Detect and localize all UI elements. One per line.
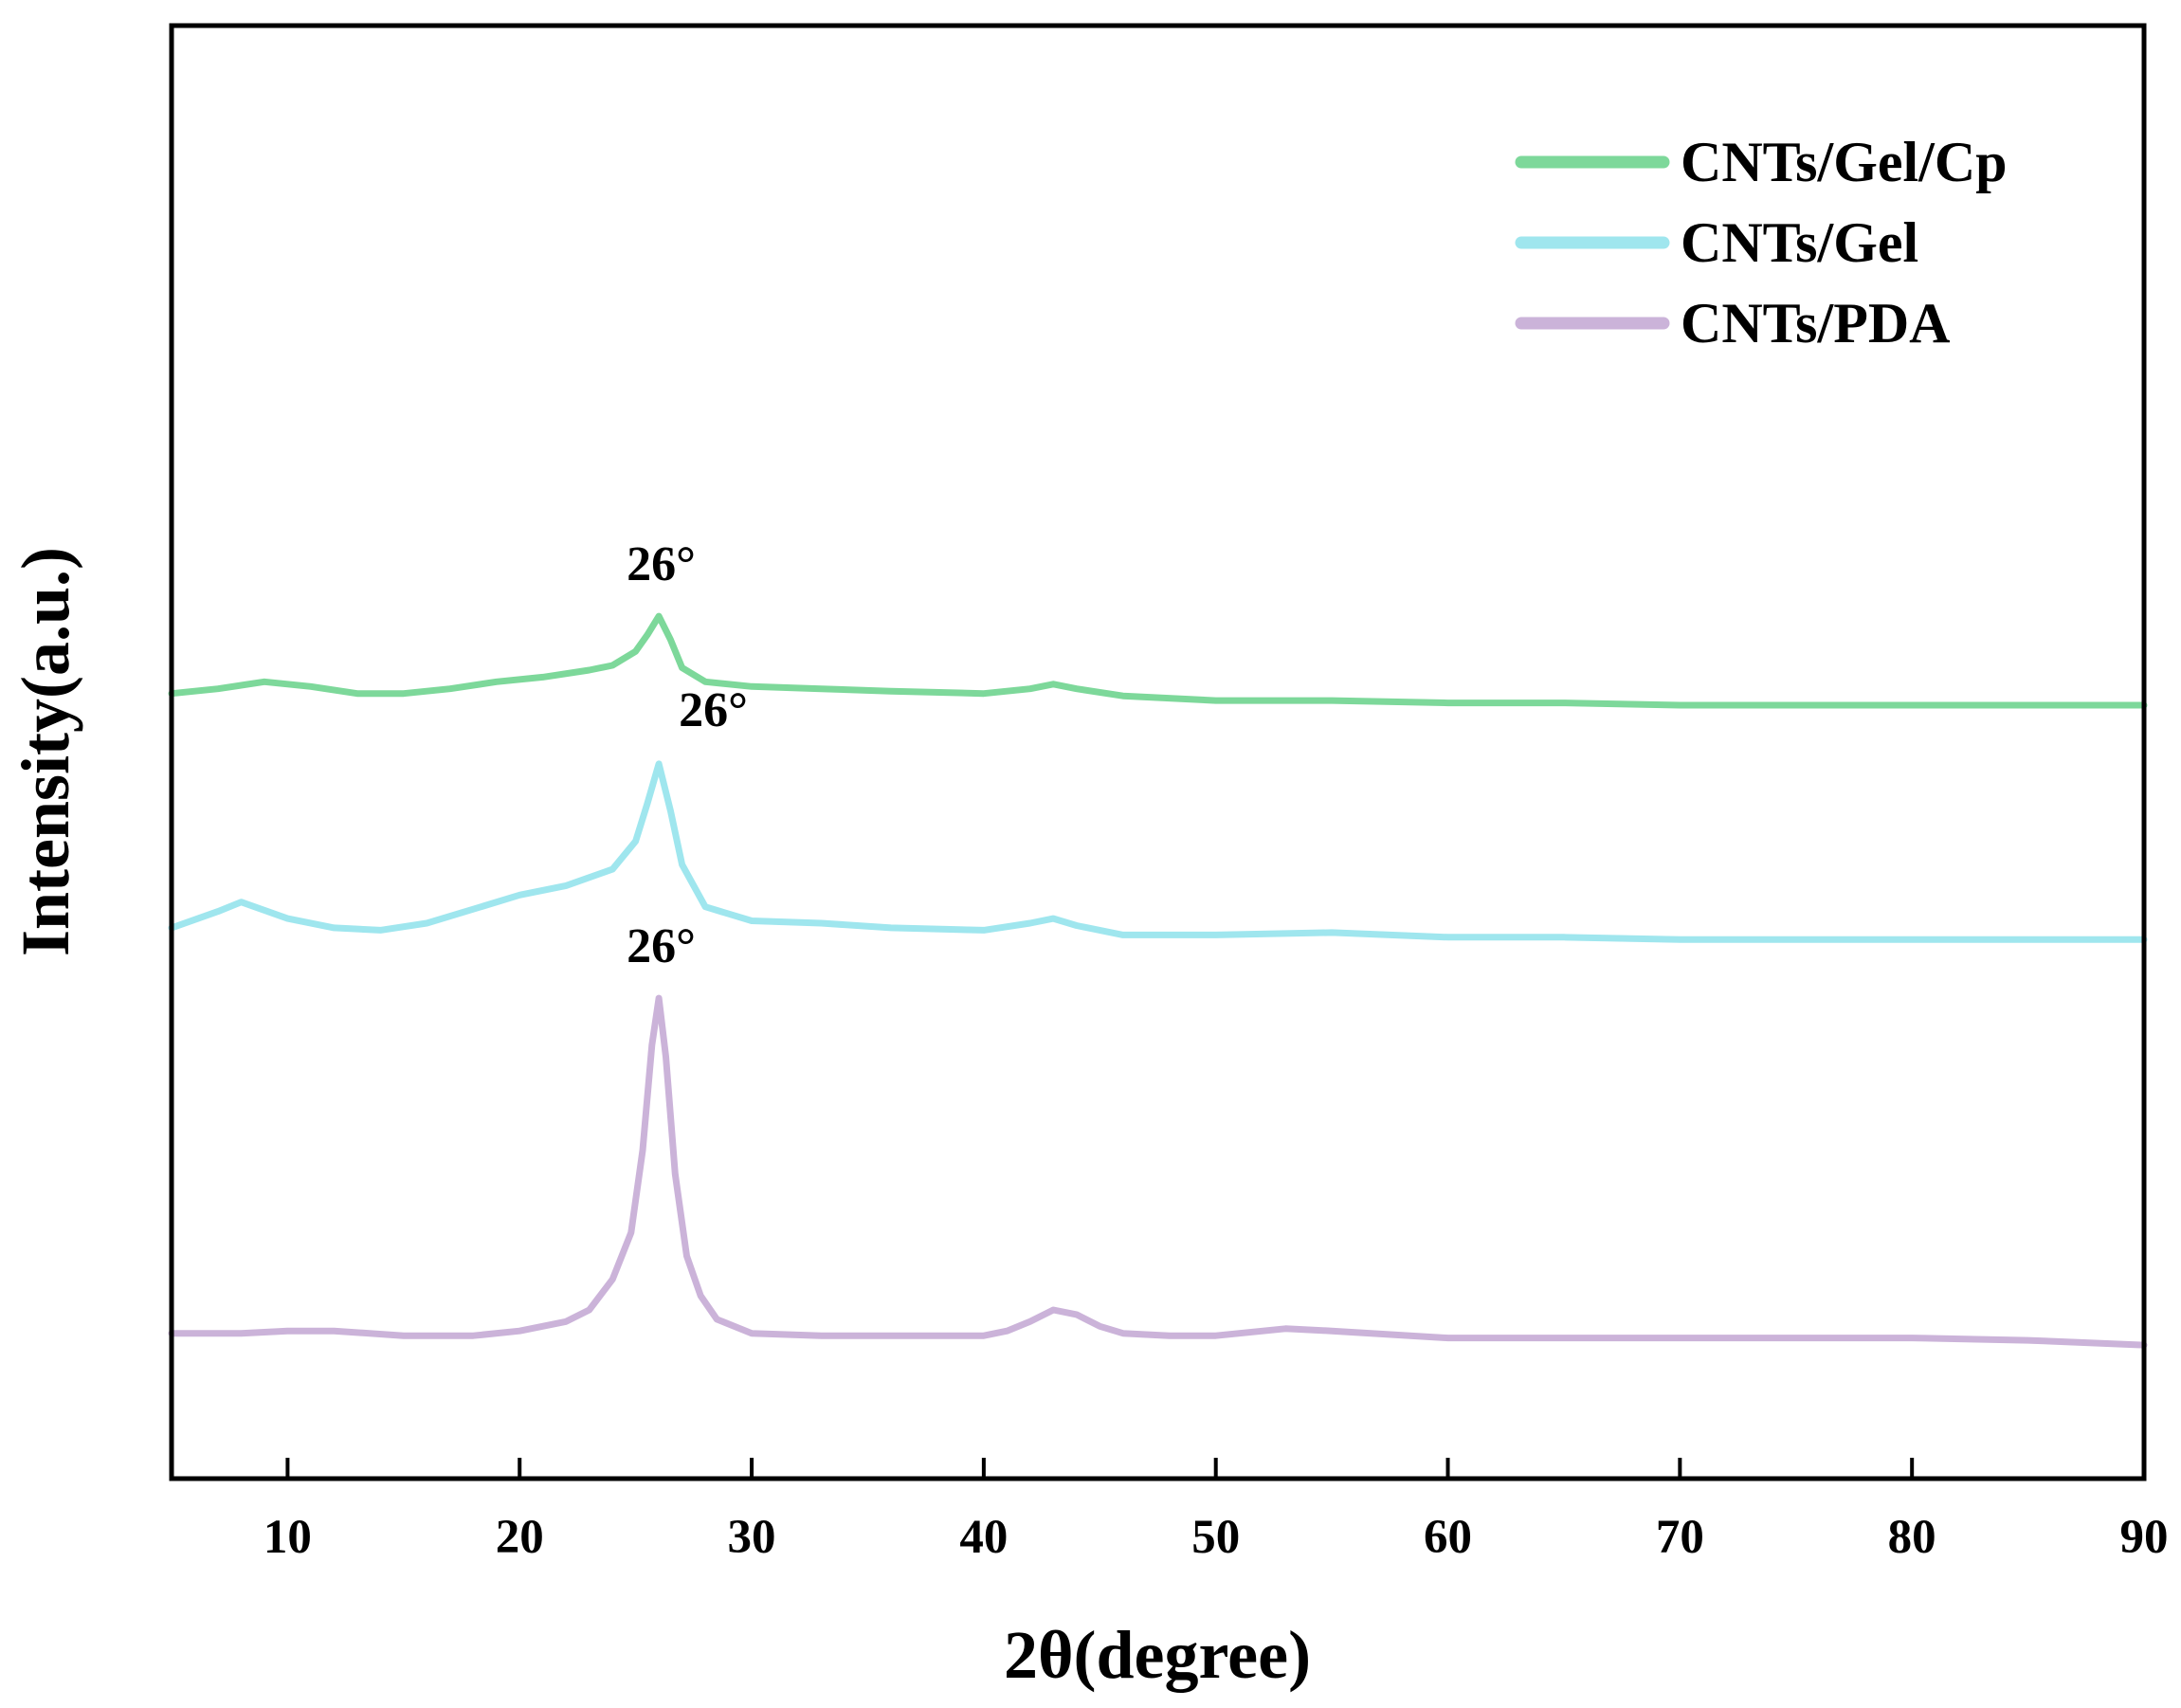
x-tick-label: 70	[1656, 1511, 1704, 1564]
x-tick-label: 50	[1191, 1511, 1240, 1564]
x-tick-label: 10	[264, 1511, 312, 1564]
x-axis-label: 2θ(degree)	[1004, 1617, 1311, 1693]
peak-annotation: 26°	[627, 919, 696, 973]
peak-annotation: 26°	[679, 683, 748, 737]
peak-annotation: 26°	[627, 537, 696, 591]
y-axis-label: Intensity(a.u.)	[8, 547, 83, 956]
x-tick-label: 20	[496, 1511, 544, 1564]
plot-frame	[169, 23, 2147, 1481]
annotation-layer: 26° 26° 26°	[627, 537, 748, 973]
legend-label-1: CNTs/Gel/Cp	[1681, 131, 2008, 193]
x-tick-label: 30	[728, 1511, 776, 1564]
x-tick-label: 90	[2120, 1511, 2169, 1564]
legend: CNTs/Gel/Cp CNTs/Gel CNTs/PDA	[1515, 131, 2008, 354]
x-tick-label: 40	[959, 1511, 1008, 1564]
x-axis-ticks: 10 20 30 40 50 60 70 80 90	[264, 1458, 2169, 1564]
series-layer	[168, 612, 2148, 1349]
series-line-2	[168, 760, 2148, 943]
x-tick-label: 80	[1888, 1511, 1936, 1564]
series-line-3	[168, 994, 2148, 1349]
legend-label-2: CNTs/Gel	[1681, 211, 1918, 274]
x-tick-label: 60	[1424, 1511, 1472, 1564]
series-line-1	[168, 612, 2148, 709]
legend-label-3: CNTs/PDA	[1681, 292, 1951, 354]
